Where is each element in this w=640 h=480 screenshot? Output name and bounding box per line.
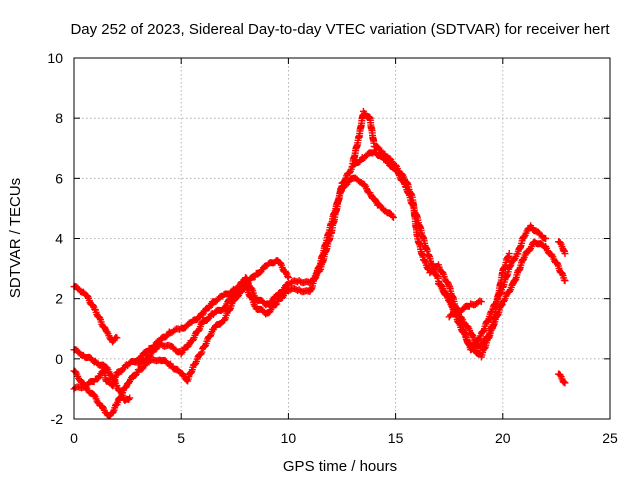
series-markers xyxy=(434,250,513,361)
data-points xyxy=(70,107,569,420)
series-markers xyxy=(555,238,569,258)
x-tick-label: 20 xyxy=(495,430,511,446)
x-tick-label: 25 xyxy=(602,430,618,446)
y-tick-label: 10 xyxy=(47,50,63,66)
y-tick-label: 0 xyxy=(55,351,63,367)
chart-title: Day 252 of 2023, Sidereal Day-to-day VTE… xyxy=(70,21,610,38)
series-markers xyxy=(445,297,485,321)
y-tick-label: 6 xyxy=(55,170,63,186)
x-axis-label: GPS time / hours xyxy=(283,458,397,475)
y-axis-label: SDTVAR / TECUs xyxy=(7,178,24,298)
y-tick-label: 8 xyxy=(55,110,63,126)
axis-ticks: 0 5 10 15 20 25 -2 0 2 4 6 8 10 xyxy=(47,50,618,446)
x-tick-label: 0 xyxy=(70,430,78,446)
series-trace-9 xyxy=(555,238,569,258)
series-markers xyxy=(555,370,569,387)
x-tick-label: 5 xyxy=(177,430,185,446)
series-trace-10 xyxy=(555,370,569,387)
y-tick-label: 2 xyxy=(55,291,63,307)
y-tick-label: 4 xyxy=(55,231,63,247)
series-trace-1 xyxy=(70,282,121,346)
grid-lines xyxy=(74,58,610,419)
series-markers xyxy=(70,282,121,346)
series-trace-7 xyxy=(434,250,513,361)
x-tick-label: 15 xyxy=(388,430,404,446)
x-tick-label: 10 xyxy=(281,430,297,446)
y-tick-label: -2 xyxy=(51,411,64,427)
series-trace-8 xyxy=(445,297,485,321)
